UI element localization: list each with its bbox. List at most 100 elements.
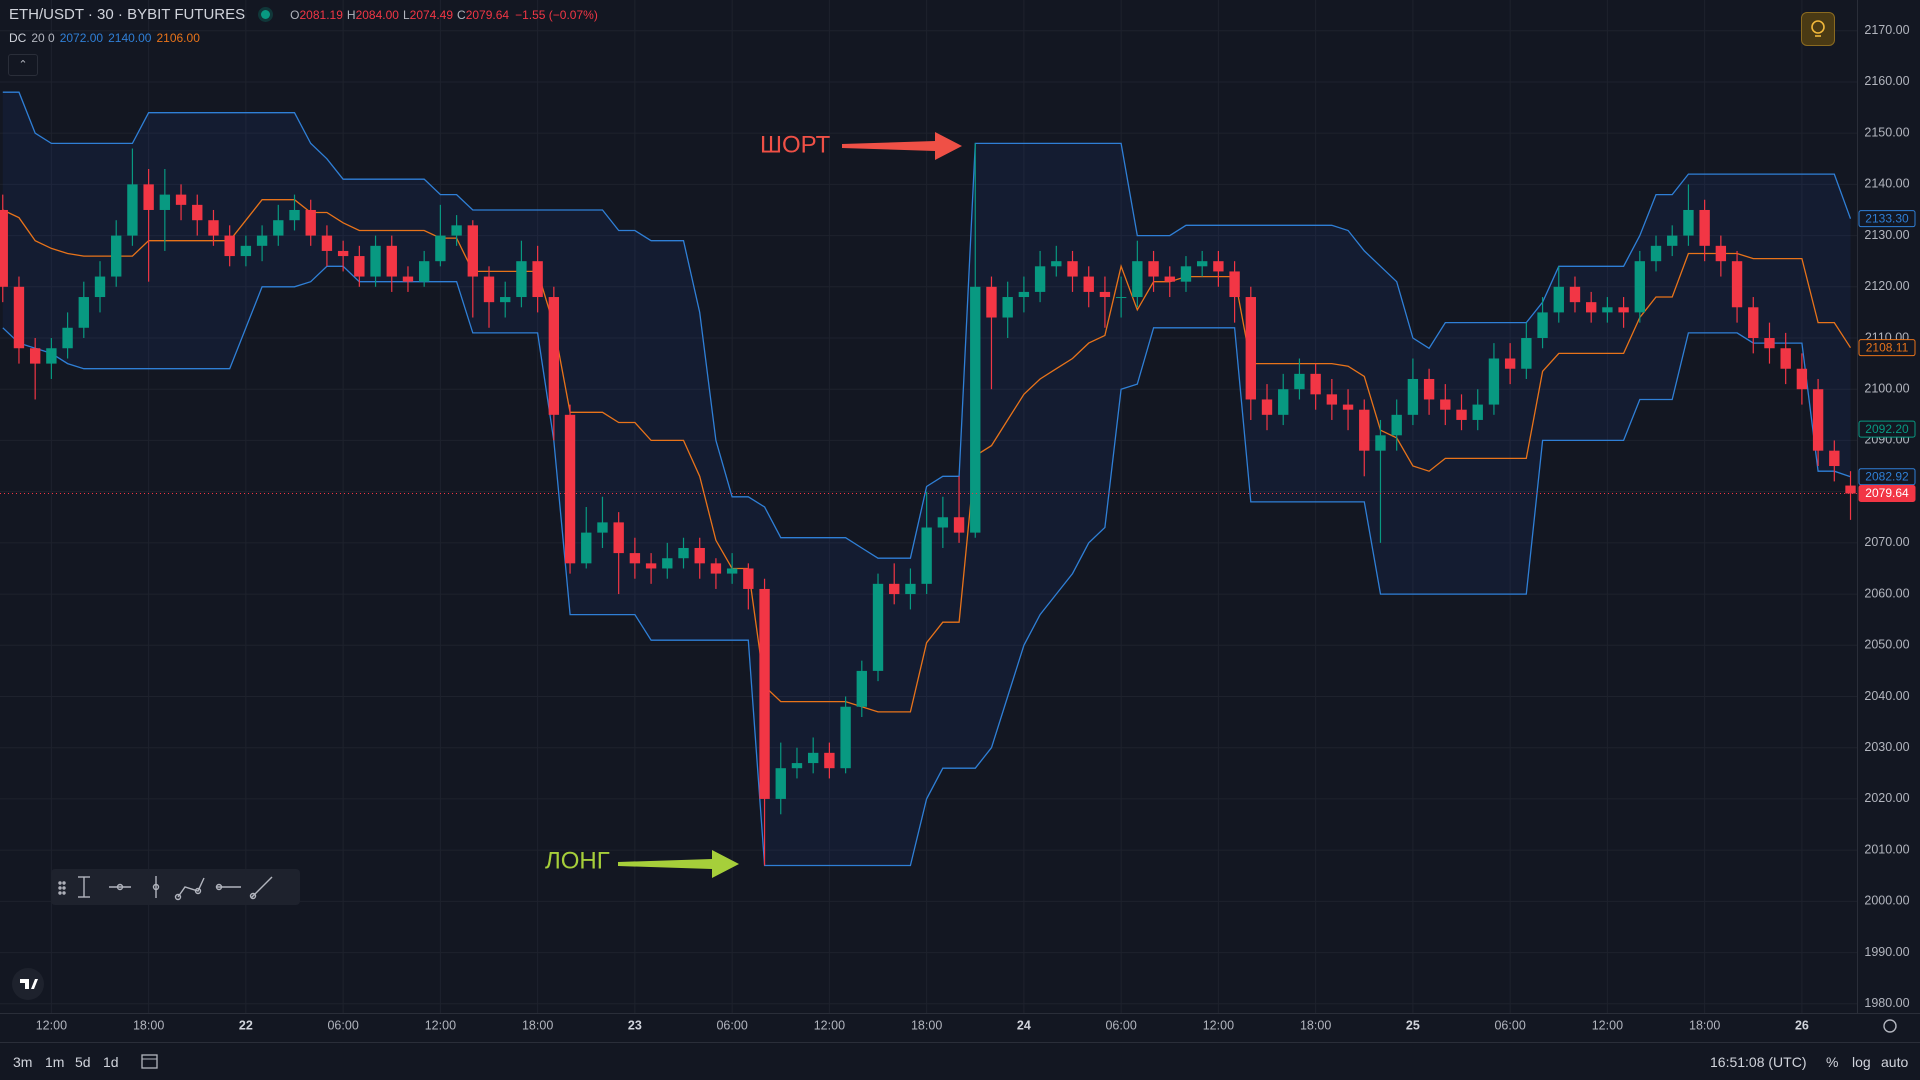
price-label-box — [1858, 210, 1916, 228]
indicator-name[interactable]: DC — [9, 31, 27, 45]
tool-horizontal[interactable] — [109, 883, 131, 891]
ohlc-value: 2081.19 — [299, 7, 343, 22]
scale-option[interactable]: auto — [1881, 1054, 1909, 1070]
y-tick-label: 2140.00 — [1864, 177, 1909, 191]
candle-body — [1829, 450, 1840, 467]
candle-body — [645, 563, 657, 569]
goto-date-button[interactable] — [140, 1051, 160, 1071]
ideas-button[interactable] — [1801, 12, 1835, 46]
candle-body — [1099, 291, 1111, 298]
candle-body — [1180, 266, 1192, 282]
bulb-icon — [1811, 20, 1825, 37]
candle-body — [1083, 276, 1094, 292]
ohlc-value: 2079.64 — [465, 7, 510, 22]
annotation-layer: ШОРТ ЛОНГ — [545, 131, 962, 878]
ohlc-item: L2074.49 — [403, 8, 453, 22]
price-label: 2133.30 — [1865, 211, 1909, 225]
ohlc-legend: O2081.19 H2084.00 L2074.49 C2079.64 — [290, 8, 509, 22]
y-tick-label: 2130.00 — [1864, 228, 1909, 242]
ohlc-key: O — [290, 7, 300, 22]
candle-body — [273, 220, 284, 236]
candle-body — [548, 297, 560, 415]
candle-body — [597, 522, 608, 533]
timeframe-button[interactable]: 1d — [103, 1054, 119, 1070]
indicator-value: 2106.00 — [156, 31, 200, 45]
candle-body — [500, 297, 511, 303]
candle-body — [435, 235, 446, 262]
candle-body — [175, 194, 187, 205]
candle-body — [856, 670, 867, 707]
timeframe-button[interactable]: 5d — [75, 1054, 91, 1070]
y-tick-label: 2000.00 — [1864, 894, 1909, 908]
candle-body — [1504, 358, 1516, 369]
tool-path[interactable] — [174, 877, 205, 901]
channel-fill — [2, 92, 1851, 866]
candle-body — [1196, 261, 1208, 267]
candle-body — [726, 568, 738, 574]
annotation-long: ЛОНГ — [545, 847, 610, 874]
ohlc-item: O2081.19 — [290, 8, 343, 22]
scale-option[interactable]: % — [1826, 1054, 1839, 1070]
candle-body — [937, 517, 949, 528]
candle-body — [1553, 286, 1564, 313]
candle-body — [483, 276, 495, 303]
price-label: 2079.64 — [1865, 486, 1909, 500]
candle-body — [402, 276, 414, 282]
candle-body — [1051, 261, 1062, 267]
candle-body — [1067, 261, 1078, 277]
market-status — [261, 10, 271, 19]
x-tick-label: 18:00 — [1300, 1018, 1331, 1032]
candle-body — [791, 763, 803, 769]
candle-body — [1440, 399, 1451, 410]
tradingview-logo[interactable] — [12, 968, 44, 1000]
x-tick-label: 12:00 — [36, 1018, 67, 1032]
candle-body — [1375, 435, 1386, 451]
candle-body — [29, 348, 41, 364]
candle-body — [354, 256, 365, 277]
candle-body — [986, 286, 997, 318]
change: −1.55 (−0.07%) — [515, 7, 598, 22]
symbol-legend: ETH/USDT · 30 · BYBIT FUTURES O2081.19 H2… — [9, 6, 598, 23]
candle-body — [256, 235, 268, 246]
candle-body — [516, 261, 527, 298]
x-tick-label: 12:00 — [814, 1018, 845, 1032]
timeframe-button[interactable]: 1m — [45, 1054, 65, 1070]
y-tick-label: 2160.00 — [1864, 74, 1909, 88]
timeframe-button[interactable]: 3m — [13, 1054, 33, 1070]
price-label-box — [1858, 484, 1916, 502]
candle-body — [1034, 266, 1046, 292]
candle-body — [581, 532, 592, 564]
tool-trendline[interactable] — [249, 876, 273, 900]
x-tick-label: 12:00 — [425, 1018, 456, 1032]
ohlc-key: L — [402, 7, 410, 22]
symbol[interactable]: ETH/USDT · 30 · BYBIT FUTURES — [9, 6, 246, 23]
candle-body — [1845, 485, 1856, 494]
arrow-long — [618, 850, 739, 878]
candle-body — [970, 286, 981, 533]
x-tick-label: 25 — [1406, 1018, 1420, 1032]
collapse-button[interactable]: ⌃ — [8, 54, 38, 76]
candle-body — [1456, 409, 1467, 420]
x-tick-label: 26 — [1795, 1018, 1809, 1032]
candle-body — [289, 209, 300, 221]
candle-body — [337, 250, 349, 257]
candle-body — [710, 563, 722, 574]
clock[interactable]: 16:51:08 (UTC) — [1710, 1054, 1807, 1070]
indicator-value: 2072.00 — [59, 31, 104, 45]
scale-option[interactable]: log — [1852, 1054, 1871, 1070]
y-tick-label: 2040.00 — [1864, 689, 1909, 703]
ohlc-key: C — [457, 7, 466, 22]
candle-body — [1294, 373, 1305, 390]
candle-body — [1472, 404, 1483, 420]
candle-body — [1764, 338, 1775, 349]
tool-vertical[interactable] — [152, 876, 160, 898]
candle-body — [62, 327, 73, 349]
candle-body — [1715, 245, 1727, 262]
candle-body — [1164, 276, 1175, 282]
tool-ray[interactable] — [215, 883, 242, 891]
tool-range[interactable] — [78, 876, 90, 898]
candle-body — [532, 261, 543, 298]
candle-body — [1569, 286, 1581, 303]
candle-body — [872, 583, 884, 671]
